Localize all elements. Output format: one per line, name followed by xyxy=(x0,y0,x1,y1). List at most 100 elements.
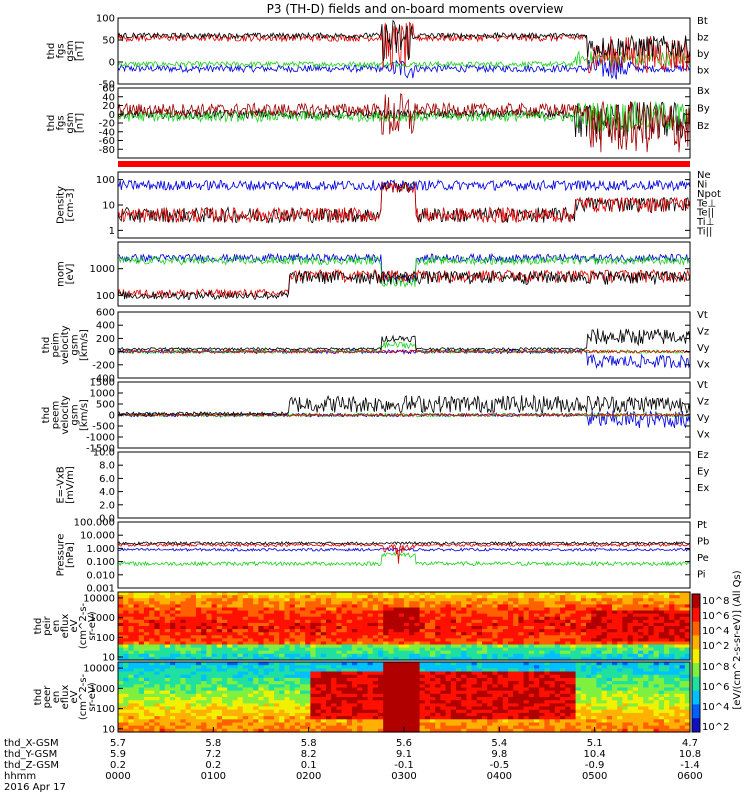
spectrogram-cell xyxy=(627,635,634,639)
spectrogram-cell xyxy=(565,728,571,733)
spectrogram-cell xyxy=(648,650,655,655)
spectrogram-cell xyxy=(372,725,379,730)
spectrogram-cell xyxy=(627,712,634,717)
spectrogram-cell xyxy=(471,610,478,615)
spectrogram-cell xyxy=(476,644,483,649)
spectrogram-cell xyxy=(513,647,519,652)
spectrogram-cell xyxy=(476,674,483,679)
spectrogram-cell xyxy=(424,644,431,649)
spectrogram-cell xyxy=(315,690,322,695)
spectrogram-cell xyxy=(513,709,519,714)
spectrogram-cell xyxy=(284,716,291,720)
spectrogram-cell xyxy=(305,697,311,701)
spectrogram-cell xyxy=(466,725,473,730)
spectrogram-cell xyxy=(383,719,389,724)
spectrogram-cell xyxy=(196,635,202,639)
spectrogram-cell xyxy=(508,613,514,618)
spectrogram-cell xyxy=(508,681,514,685)
spectrogram-cell xyxy=(336,647,343,652)
spectrogram-cell xyxy=(274,595,280,599)
y-axis-label: [nT] xyxy=(74,113,85,133)
spectrogram-cell xyxy=(274,656,280,661)
spectrogram-cell xyxy=(211,706,218,711)
spectrogram-cell xyxy=(154,728,161,733)
spectrogram-cell xyxy=(528,592,535,596)
spectrogram-cell xyxy=(346,641,353,646)
spectrogram-cell xyxy=(367,674,374,679)
y-axis-label: peir xyxy=(42,615,53,635)
spectrogram-cell xyxy=(284,619,291,624)
spectrogram-cell xyxy=(612,681,618,685)
spectrogram-cell xyxy=(560,592,566,596)
spectrogram-cell xyxy=(586,687,592,692)
spectrogram-cell xyxy=(336,703,343,708)
spectrogram-cell xyxy=(627,595,634,599)
spectrogram-cell xyxy=(300,728,306,733)
spectrogram-cell xyxy=(508,616,514,621)
spectrogram-cell xyxy=(487,665,493,669)
spectrogram-cell xyxy=(341,656,348,661)
spectrogram-cell xyxy=(622,700,629,704)
spectrogram-cell xyxy=(570,595,577,599)
spectrogram-cell xyxy=(570,638,577,643)
spectrogram-cell xyxy=(331,697,337,701)
y-axis-label: [nT] xyxy=(74,41,85,61)
spectrogram-cell xyxy=(648,690,655,695)
spectrogram-cell xyxy=(404,638,410,643)
spectrogram-cell xyxy=(513,650,519,655)
spectrogram-cell xyxy=(684,616,691,621)
spectrogram-cell xyxy=(289,626,296,630)
spectrogram-cell xyxy=(357,728,363,733)
spectrogram-cell xyxy=(565,656,571,661)
spectrogram-cell xyxy=(445,592,452,596)
spectrogram-cell xyxy=(539,703,545,708)
spectrogram-cell xyxy=(154,665,161,669)
spectrogram-cell xyxy=(284,626,291,630)
spectrogram-cell xyxy=(596,671,603,676)
spectrogram-cell xyxy=(190,644,197,649)
legend-Ti⊥: Ti⊥ xyxy=(696,217,714,228)
spectrogram-cell xyxy=(450,706,457,711)
spectrogram-cell xyxy=(232,613,239,618)
spectrogram-cell xyxy=(352,595,358,599)
spectrogram-cell xyxy=(118,722,124,727)
spectrogram-cell xyxy=(388,697,395,701)
spectrogram-cell xyxy=(430,697,436,701)
spectrogram-cell xyxy=(300,709,306,714)
spectrogram-cell xyxy=(409,647,415,652)
tick-label: 0 xyxy=(109,347,115,358)
spectrogram-cell xyxy=(268,684,275,689)
spectrogram-cell xyxy=(123,687,129,692)
spectrogram-cell xyxy=(466,632,473,636)
spectrogram-cell xyxy=(606,728,613,733)
spectrogram-cell xyxy=(580,610,587,615)
spectrogram-cell xyxy=(528,607,535,612)
spectrogram-cell xyxy=(596,610,603,615)
spectrogram-cell xyxy=(580,619,587,624)
spectrogram-cell xyxy=(435,690,441,695)
spectrogram-cell xyxy=(523,687,530,692)
spectrogram-cell xyxy=(388,690,395,695)
spectrogram-cell xyxy=(289,684,296,689)
spectrogram-cell xyxy=(185,607,192,612)
spectrogram-cell xyxy=(612,674,618,679)
spectrogram-cell xyxy=(154,709,161,714)
spectrogram-cell xyxy=(404,668,410,673)
spectrogram-cell xyxy=(482,697,488,701)
spectrogram-cell xyxy=(560,687,566,692)
spectrogram-cell xyxy=(492,613,499,618)
spectrogram-cell xyxy=(206,674,213,679)
spectrogram-cell xyxy=(305,629,311,633)
spectrogram-cell xyxy=(419,650,426,655)
spectrogram-cell xyxy=(320,671,327,676)
spectrogram-cell xyxy=(352,629,358,633)
spectrogram-cell xyxy=(487,647,493,652)
spectrogram-cell xyxy=(118,681,124,685)
spectrogram-cell xyxy=(144,665,150,669)
spectrogram-cell xyxy=(175,592,181,596)
spectrogram-cell xyxy=(185,622,192,627)
spectrogram-cell xyxy=(284,601,291,605)
spectrogram-cell xyxy=(398,641,405,646)
spectrogram-cell xyxy=(248,671,254,676)
spectrogram-cell xyxy=(242,629,249,633)
